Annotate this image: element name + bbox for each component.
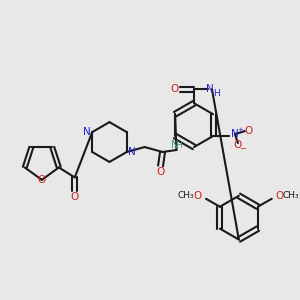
Text: CH₃: CH₃ bbox=[282, 191, 299, 200]
Text: CH₃: CH₃ bbox=[178, 191, 194, 200]
Text: O: O bbox=[194, 191, 202, 201]
Text: N: N bbox=[206, 84, 214, 94]
Text: +: + bbox=[237, 127, 243, 133]
Text: H: H bbox=[214, 89, 220, 98]
Text: N: N bbox=[128, 147, 136, 157]
Text: N: N bbox=[231, 129, 239, 139]
Text: O: O bbox=[234, 140, 242, 150]
Text: H: H bbox=[175, 140, 182, 149]
Text: O: O bbox=[156, 167, 165, 177]
Text: N: N bbox=[171, 140, 178, 150]
Text: O: O bbox=[170, 84, 178, 94]
Text: O: O bbox=[276, 191, 284, 201]
Text: O: O bbox=[245, 126, 253, 136]
Text: N: N bbox=[83, 127, 91, 137]
Text: O: O bbox=[38, 175, 46, 185]
Text: −: − bbox=[239, 145, 246, 154]
Text: O: O bbox=[70, 192, 79, 202]
